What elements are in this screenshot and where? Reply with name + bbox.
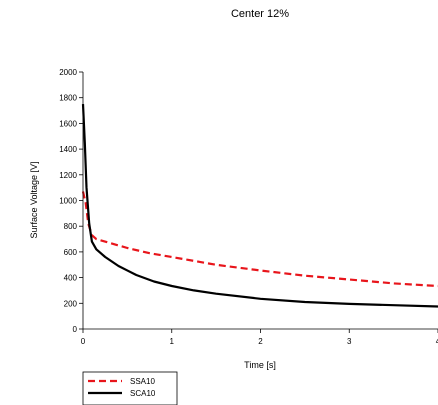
y-tick-label: 800 [64, 222, 78, 231]
legend: SSA10 SCA10 [82, 371, 178, 405]
legend-label: SCA10 [130, 389, 156, 398]
y-axis-label: Surface Voltage [V] [29, 161, 39, 238]
series-line-ssa10 [81, 191, 438, 288]
plot-lines [81, 104, 438, 308]
x-tick-label: 0 [81, 337, 86, 346]
x-axis-label: Time [s] [244, 360, 276, 370]
series-line-sca10 [81, 104, 438, 308]
y-tick-label: 1200 [59, 171, 77, 180]
legend-box [82, 371, 178, 405]
y-tick-label: 200 [64, 299, 78, 308]
y-tick-label: 2000 [59, 68, 77, 77]
x-tick-label: 2 [258, 337, 263, 346]
y-tick-label: 0 [73, 325, 78, 334]
chart-title: Center 12% [231, 8, 289, 20]
y-tick-label: 400 [64, 274, 78, 283]
y-tick-label: 1800 [59, 94, 77, 103]
x-tick-label: 1 [170, 337, 175, 346]
y-tick-label: 600 [64, 248, 78, 257]
legend-label: SSA10 [130, 377, 155, 386]
y-tick-label: 1600 [59, 119, 77, 128]
axes [82, 72, 438, 330]
y-tick-label: 1000 [59, 197, 77, 206]
x-tick-label: 3 [347, 337, 352, 346]
ticks: 0 200 400 600 800 1000 1200 1400 1600 1800 2000 0 1 2… [59, 68, 438, 346]
x-tick-label: 4 [436, 337, 438, 346]
y-tick-label: 1400 [59, 145, 77, 154]
